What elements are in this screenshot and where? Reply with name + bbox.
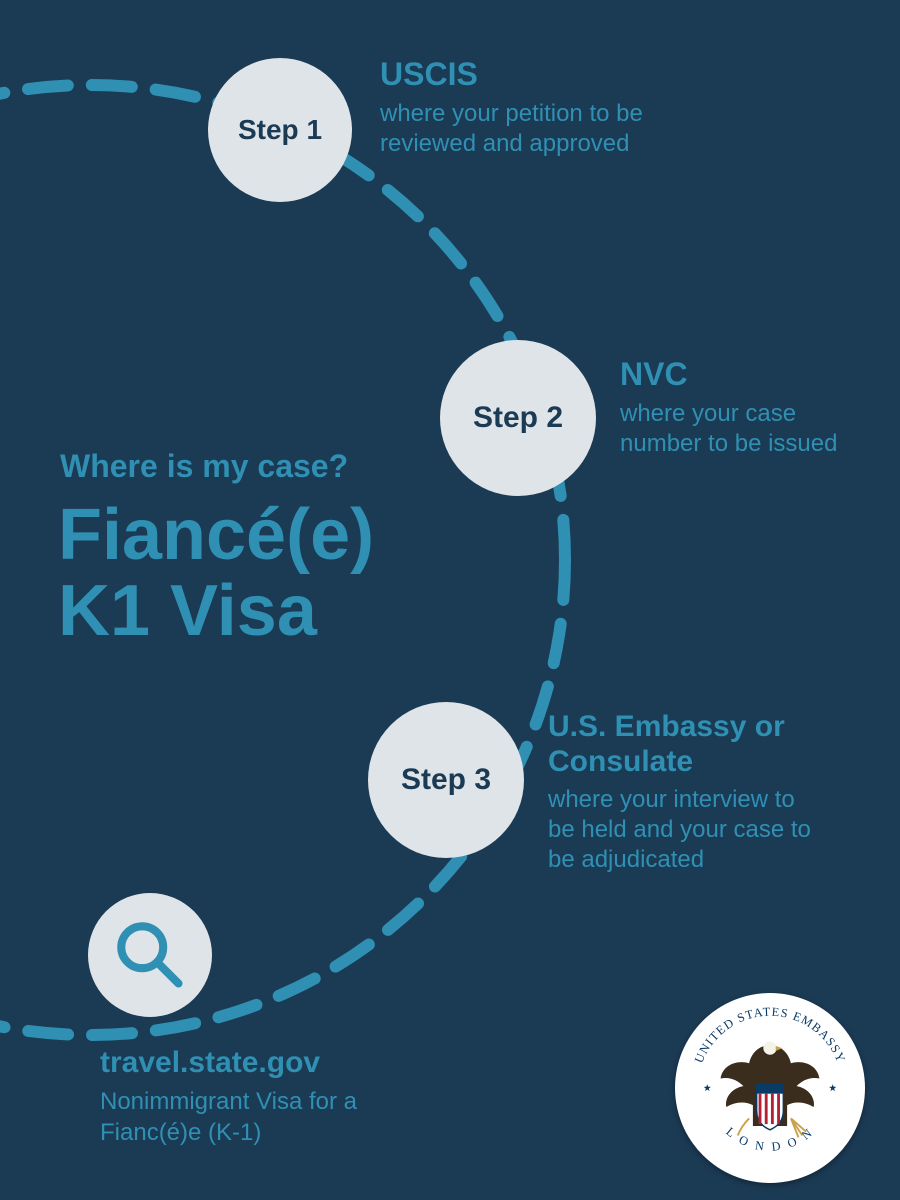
embassy-seal: UNITED STATES EMBASSYL O N D O N [675, 993, 865, 1183]
step-3-text: U.S. Embassy or Consulatewhere your inte… [548, 710, 828, 875]
main-title-line2: K1 Visa [58, 574, 374, 650]
step-3-desc: where your interview to be held and your… [548, 785, 828, 875]
step-2-label: Step 2 [473, 401, 563, 435]
step-3-title: U.S. Embassy or Consulate [548, 710, 828, 779]
main-title: Fiancé(e)K1 Visa [58, 498, 374, 649]
step-3-circle: Step 3 [368, 702, 524, 858]
search-circle [88, 893, 212, 1017]
step-2-title: NVC [620, 356, 880, 393]
step-1-label: Step 1 [238, 114, 322, 146]
step-2-desc: where your case number to be issued [620, 399, 880, 459]
step-1-circle: Step 1 [208, 58, 352, 202]
search-icon [110, 915, 191, 996]
main-title-line1: Fiancé(e) [58, 498, 374, 574]
footer-link: travel.state.gov [100, 1046, 320, 1080]
step-1-title: USCIS [380, 56, 680, 93]
embassy-seal-graphic: UNITED STATES EMBASSYL O N D O N [675, 993, 865, 1183]
step-1-text: USCIS where your petition to be reviewed … [380, 56, 680, 159]
step-2-text: NVC where your case number to be issued [620, 356, 880, 459]
step-3-label: Step 3 [401, 763, 491, 797]
footer-desc: Nonimmigrant Visa for a Fianc(é)e (K-1) [100, 1086, 420, 1148]
step-1-desc: where your petition to be reviewed and a… [380, 99, 680, 159]
question-text: Where is my case? [60, 448, 348, 485]
infographic-canvas: Step 1 USCIS where your petition to be rev… [0, 0, 900, 1200]
step-2-circle: Step 2 [440, 340, 596, 496]
